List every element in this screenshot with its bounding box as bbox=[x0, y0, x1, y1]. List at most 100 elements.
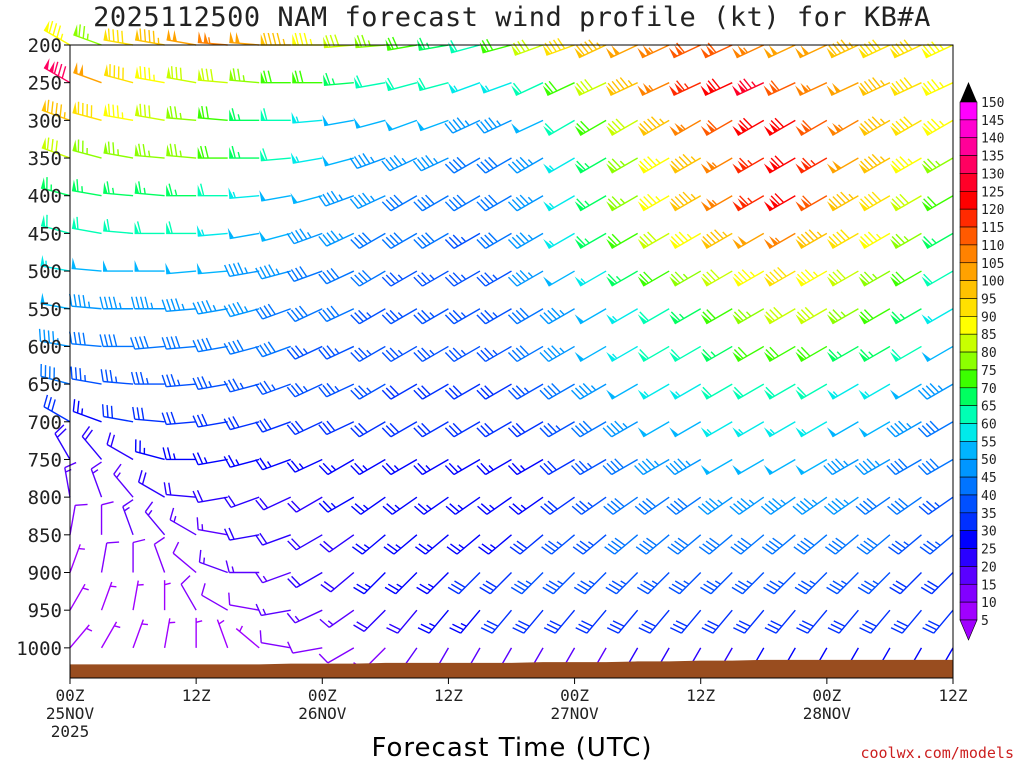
barb-half-feather bbox=[548, 240, 555, 246]
barb-half-feather bbox=[679, 313, 685, 319]
barb-feather bbox=[318, 653, 329, 664]
barb-feather bbox=[232, 303, 240, 315]
barb-feather bbox=[614, 537, 626, 546]
colorbar-label: 20 bbox=[981, 560, 997, 575]
wind-barb bbox=[132, 580, 144, 611]
barb-half-feather bbox=[397, 312, 404, 318]
barb-feather bbox=[922, 82, 932, 94]
barb-feather bbox=[763, 586, 775, 595]
barb-pennant bbox=[732, 351, 742, 362]
barb-feather bbox=[263, 342, 272, 355]
barb-feather bbox=[860, 122, 870, 133]
barb-feather bbox=[927, 158, 937, 169]
barb-feather bbox=[895, 196, 906, 206]
wind-barb bbox=[475, 117, 512, 134]
barb-feather bbox=[448, 462, 459, 473]
barb-feather bbox=[886, 427, 896, 438]
barb-staff bbox=[549, 496, 575, 515]
barb-feather bbox=[733, 349, 744, 359]
barb-feather bbox=[480, 312, 490, 322]
barb-feather bbox=[108, 334, 113, 347]
y-tick-label: 600 bbox=[28, 336, 62, 358]
barb-feather bbox=[643, 196, 653, 206]
barb-feather bbox=[192, 377, 199, 390]
wind-barb bbox=[322, 72, 354, 86]
barb-pennant bbox=[258, 230, 267, 242]
barb-staff bbox=[485, 157, 512, 174]
barb-feather bbox=[354, 503, 365, 513]
barb-pennant bbox=[669, 163, 679, 174]
wind-barb bbox=[763, 572, 796, 595]
barb-feather bbox=[639, 160, 649, 171]
wind-barb bbox=[476, 270, 512, 287]
wind-barb bbox=[542, 37, 575, 56]
wind-barb bbox=[318, 267, 355, 285]
barb-feather bbox=[232, 416, 240, 428]
barb-feather bbox=[387, 37, 394, 50]
barb-feather bbox=[857, 586, 870, 595]
barb-pennant bbox=[858, 389, 868, 400]
barb-feather bbox=[106, 432, 112, 445]
barb-feather bbox=[831, 540, 843, 549]
barb-staff bbox=[453, 157, 481, 174]
barb-half-feather bbox=[648, 85, 654, 91]
wind-barb bbox=[887, 496, 922, 515]
wind-barb bbox=[669, 191, 702, 212]
wind-barb bbox=[100, 621, 121, 649]
wind-barb bbox=[166, 28, 197, 46]
barb-pennant bbox=[921, 125, 931, 136]
barb-staff bbox=[134, 345, 165, 350]
barb-pennant bbox=[674, 82, 684, 93]
wind-barb bbox=[732, 458, 765, 476]
barb-feather bbox=[578, 385, 589, 396]
barb-feather bbox=[130, 337, 136, 350]
barb-feather bbox=[895, 120, 906, 131]
wind-barb bbox=[286, 266, 323, 282]
colorbar-swatch bbox=[959, 601, 978, 621]
colorbar-swatch bbox=[959, 298, 978, 317]
wind-barb bbox=[763, 383, 796, 400]
barb-feather bbox=[706, 271, 716, 282]
barb-pennant bbox=[889, 85, 899, 96]
site-credit-link[interactable]: coolwx.com/models bbox=[860, 744, 1014, 762]
barb-staff bbox=[800, 195, 828, 212]
barb-feather bbox=[448, 161, 459, 172]
barb-feather bbox=[835, 537, 847, 546]
barb-feather bbox=[509, 546, 521, 555]
barb-feather bbox=[926, 80, 936, 92]
barb-feather bbox=[543, 627, 556, 634]
barb-feather bbox=[286, 424, 296, 435]
barb-feather bbox=[619, 77, 629, 88]
barb-feather bbox=[801, 620, 814, 627]
barb-feather bbox=[922, 627, 935, 634]
barb-staff bbox=[642, 195, 670, 212]
barb-feather bbox=[74, 367, 78, 380]
barb-feather bbox=[705, 500, 716, 510]
barb-feather bbox=[543, 312, 553, 322]
wind-barb bbox=[826, 119, 859, 136]
barb-feather bbox=[354, 462, 364, 473]
barb-feather bbox=[421, 156, 430, 168]
wind-barb bbox=[507, 458, 544, 476]
barb-staff bbox=[515, 119, 544, 134]
wind-barb bbox=[73, 24, 102, 46]
wind-barb bbox=[732, 345, 765, 363]
barb-half-feather bbox=[195, 620, 203, 624]
barb-feather bbox=[578, 623, 591, 631]
barb-feather bbox=[389, 156, 399, 168]
wind-barb bbox=[510, 572, 544, 595]
barb-staff bbox=[736, 44, 765, 59]
barb-feather bbox=[130, 296, 136, 309]
barb-staff bbox=[229, 195, 260, 200]
barb-feather bbox=[737, 271, 748, 282]
barb-staff bbox=[642, 308, 670, 325]
barb-feather bbox=[421, 422, 431, 433]
barb-feather bbox=[205, 300, 213, 312]
wind-barb bbox=[72, 399, 102, 423]
barb-pennant bbox=[795, 85, 804, 96]
barb-staff bbox=[775, 609, 796, 634]
barb-feather bbox=[667, 546, 679, 555]
surface-fill bbox=[70, 659, 953, 678]
barb-pennant bbox=[795, 47, 804, 58]
barb-feather bbox=[413, 389, 423, 400]
